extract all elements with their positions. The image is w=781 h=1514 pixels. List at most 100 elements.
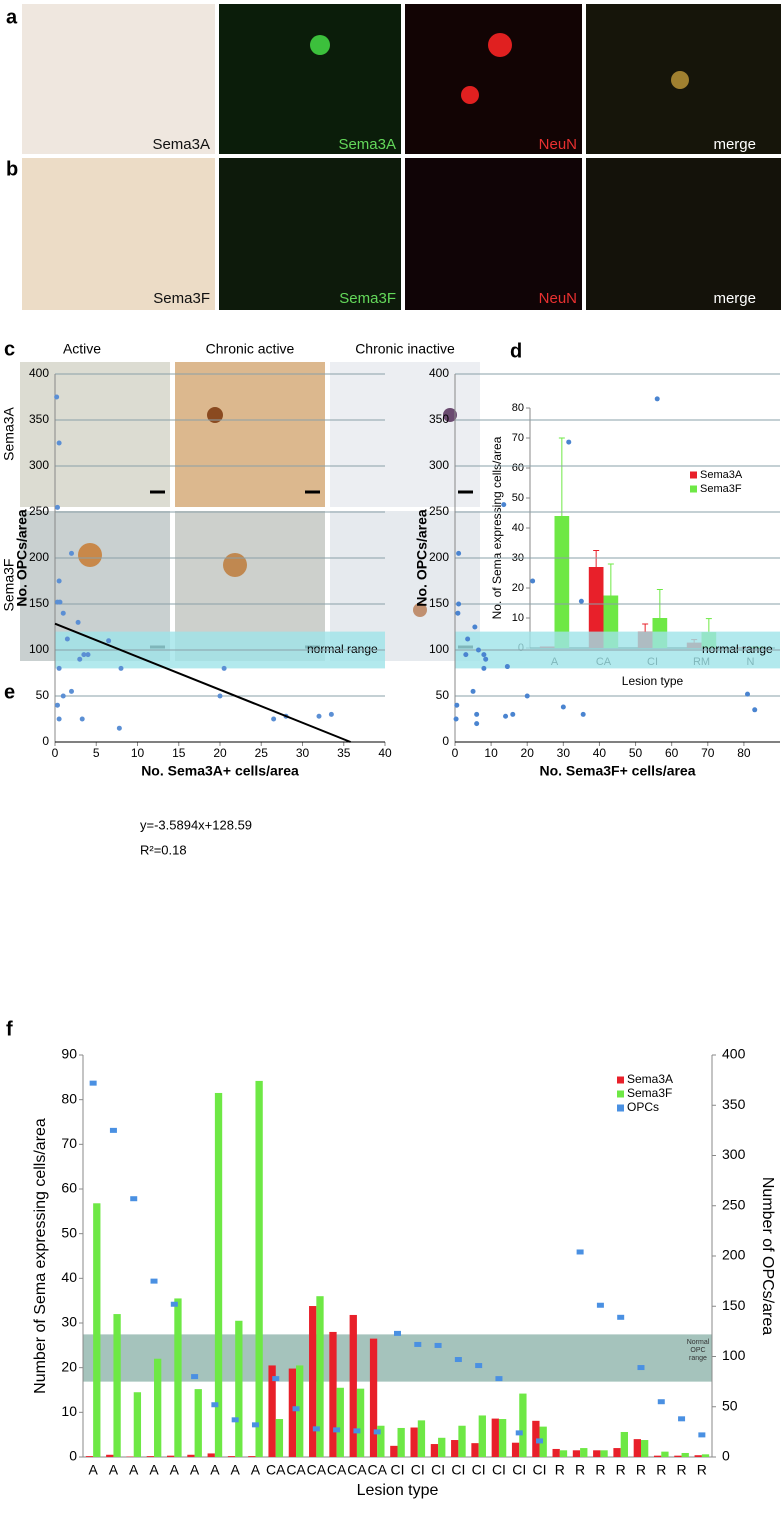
y-tick-label: 400 bbox=[29, 366, 49, 380]
cell bbox=[461, 86, 479, 104]
scatter-point bbox=[118, 665, 124, 671]
bar bbox=[600, 1450, 608, 1457]
opc-marker bbox=[657, 1399, 665, 1405]
bar bbox=[309, 1306, 317, 1457]
bar bbox=[674, 1455, 682, 1457]
x-tick-label: CA bbox=[327, 1462, 347, 1478]
bar bbox=[255, 1080, 263, 1457]
scatter-point bbox=[54, 504, 60, 510]
legend-label: Sema3A bbox=[627, 1072, 673, 1086]
scatter-point bbox=[79, 716, 85, 722]
y-axis-label: Number of Sema expressing cells/area bbox=[32, 1118, 49, 1394]
y2-axis-label: Number of OPCs/area bbox=[759, 1177, 776, 1335]
bar bbox=[661, 1451, 669, 1457]
legend-label: Sema3F bbox=[700, 483, 742, 495]
image bbox=[405, 4, 582, 154]
row-label: Sema3F bbox=[1, 559, 17, 612]
x-tick-label: R bbox=[636, 1462, 646, 1478]
x-tick-label: A bbox=[251, 1462, 261, 1478]
y-tick-label: 60 bbox=[512, 462, 524, 474]
bar bbox=[539, 1426, 547, 1457]
y-tick-label: 400 bbox=[429, 366, 449, 380]
image-label: Sema3A bbox=[152, 136, 210, 153]
bar bbox=[235, 1320, 243, 1457]
opc-marker bbox=[272, 1376, 280, 1382]
scatter-point bbox=[77, 656, 83, 662]
y-tick-label: 60 bbox=[61, 1180, 77, 1196]
x-tick-label: A bbox=[109, 1462, 119, 1478]
y-tick-label: 20 bbox=[512, 582, 524, 594]
x-tick-label: R bbox=[616, 1462, 626, 1478]
scatter-point bbox=[524, 693, 530, 699]
x-tick-label: A bbox=[170, 1462, 180, 1478]
scatter-point bbox=[503, 713, 509, 719]
y-tick-label: 250 bbox=[429, 504, 449, 518]
bar bbox=[511, 1442, 520, 1457]
bar bbox=[559, 1450, 568, 1457]
scatter-point bbox=[472, 624, 478, 630]
bar bbox=[356, 1388, 365, 1457]
opc-marker bbox=[130, 1196, 138, 1202]
y2-tick-label: 300 bbox=[722, 1146, 746, 1162]
legend-swatch bbox=[690, 471, 697, 479]
image bbox=[586, 158, 781, 310]
bar bbox=[458, 1425, 466, 1457]
x-tick-label: CI bbox=[411, 1462, 425, 1478]
error-bar bbox=[642, 623, 649, 632]
scatter-point bbox=[56, 578, 62, 584]
legend-swatch bbox=[617, 1104, 624, 1112]
bar bbox=[329, 1331, 337, 1457]
image-label: merge bbox=[713, 290, 756, 307]
scatter-point bbox=[116, 725, 122, 731]
x-tick-label: CI bbox=[431, 1462, 445, 1478]
x-tick-label: 40 bbox=[378, 746, 392, 760]
bar bbox=[268, 1365, 276, 1457]
opc-marker bbox=[495, 1376, 503, 1382]
x-tick-label: R bbox=[697, 1462, 707, 1478]
opc-marker bbox=[434, 1342, 442, 1348]
bar bbox=[438, 1437, 446, 1457]
bar bbox=[377, 1425, 385, 1457]
scatter-point bbox=[481, 665, 487, 671]
cell bbox=[413, 603, 427, 617]
bar bbox=[133, 1392, 142, 1457]
scatter-point bbox=[60, 610, 66, 616]
x-tick-label: A bbox=[149, 1462, 159, 1478]
scatter-point bbox=[481, 652, 487, 658]
opc-marker bbox=[617, 1314, 625, 1320]
y-tick-label: 200 bbox=[429, 550, 449, 564]
bar bbox=[701, 1454, 710, 1457]
column-label: Chronic active bbox=[206, 341, 295, 357]
bar bbox=[174, 1298, 182, 1457]
scatter-point bbox=[566, 439, 572, 445]
bar bbox=[369, 1338, 378, 1457]
opc-marker bbox=[353, 1428, 361, 1434]
opc-marker bbox=[678, 1416, 686, 1422]
legend-swatch bbox=[690, 485, 697, 493]
band-label: normal range bbox=[307, 642, 378, 656]
panel-letter: e bbox=[4, 681, 15, 703]
image bbox=[22, 4, 215, 154]
bar bbox=[694, 1455, 702, 1457]
image bbox=[219, 158, 401, 310]
panel-letter: f bbox=[6, 1018, 13, 1040]
bar bbox=[349, 1314, 357, 1457]
bar bbox=[653, 1455, 662, 1457]
x-tick-label: 5 bbox=[93, 746, 100, 760]
trendline bbox=[54, 622, 351, 743]
scatter-point bbox=[475, 647, 481, 653]
x-tick-label: R bbox=[595, 1462, 605, 1478]
cell bbox=[443, 408, 457, 422]
scatter-point bbox=[560, 704, 566, 710]
image bbox=[175, 362, 325, 507]
panel-letter: c bbox=[4, 338, 15, 360]
scatter-point bbox=[474, 721, 480, 727]
y-tick-label: 100 bbox=[429, 642, 449, 656]
x-tick-label: CA bbox=[347, 1462, 367, 1478]
opc-marker bbox=[251, 1422, 259, 1428]
x-tick-label: 30 bbox=[296, 746, 310, 760]
scatter-point bbox=[752, 707, 758, 713]
y-tick-label: 250 bbox=[29, 504, 49, 518]
scatter-point bbox=[217, 693, 223, 699]
